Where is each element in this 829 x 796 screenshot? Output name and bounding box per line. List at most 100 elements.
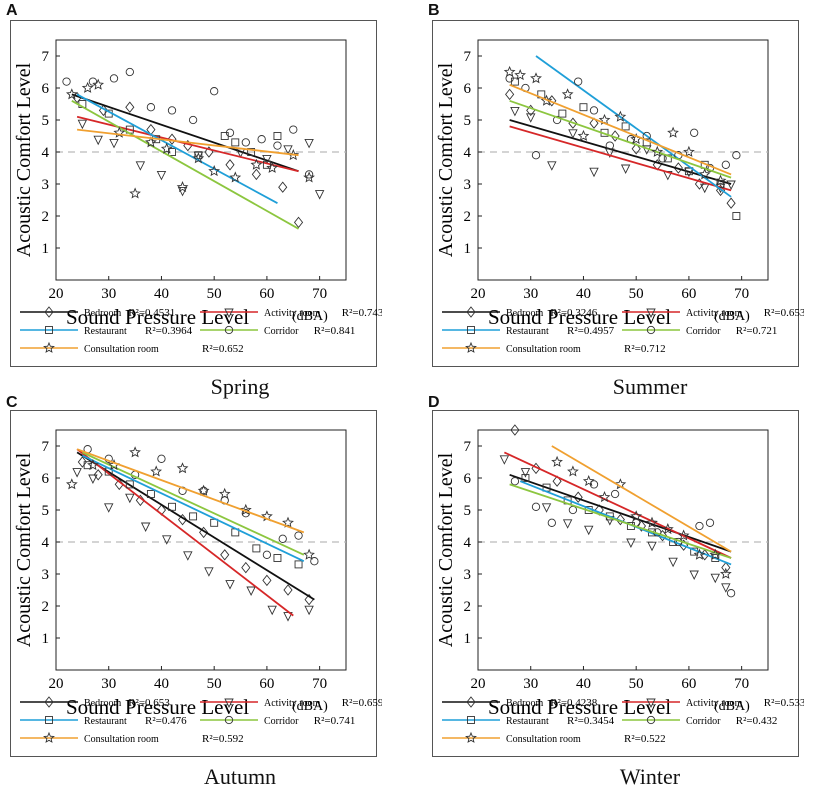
y-tick-label: 2 bbox=[464, 599, 472, 615]
data-point-consultation-room bbox=[81, 81, 94, 93]
legend-marker-consultation-room bbox=[43, 341, 55, 353]
data-point-corridor bbox=[278, 534, 287, 543]
data-point-activity-room bbox=[647, 541, 657, 552]
data-point-activity-room bbox=[668, 557, 678, 568]
data-point-restaurant bbox=[231, 138, 240, 147]
y-tick-label: 2 bbox=[464, 209, 472, 225]
fit-line-activity-room bbox=[76, 448, 294, 617]
data-point-consultation-room bbox=[577, 129, 590, 141]
legend-marker-consultation-room bbox=[43, 731, 55, 743]
data-point-bedroom bbox=[77, 456, 87, 468]
panel-letter-b: B bbox=[428, 2, 440, 19]
legend-label-activity-room: Activity room bbox=[686, 698, 743, 709]
chart-summer: 1 2 3 4 5 6 7 20 30 40 50 60 70 Acoustic Comfort Leve… bbox=[432, 20, 804, 367]
legend-r2-restaurant: R²=0.3454 bbox=[567, 715, 615, 727]
data-point-activity-room bbox=[140, 522, 151, 533]
data-point-consultation-room bbox=[65, 478, 78, 490]
fit-line-corridor bbox=[509, 99, 732, 179]
data-point-consultation-room bbox=[192, 152, 205, 164]
x-tick-label: 20 bbox=[49, 286, 64, 302]
legend-r2-bedroom: R²=0.3246 bbox=[550, 307, 598, 319]
data-point-bedroom bbox=[510, 424, 520, 436]
legend-label-corridor: Corridor bbox=[686, 326, 721, 337]
y-tick-label: 3 bbox=[464, 567, 472, 583]
y-tick-label: 4 bbox=[464, 145, 472, 161]
fit-line-restaurant bbox=[535, 55, 732, 198]
x-tick-label: 60 bbox=[259, 286, 274, 302]
data-point-bedroom bbox=[589, 117, 599, 129]
y-tick-label: 3 bbox=[464, 177, 472, 193]
x-axis-label: Sound Pressure Level bbox=[488, 695, 671, 719]
data-point-activity-room bbox=[88, 474, 98, 485]
x-tick-label: 20 bbox=[471, 676, 486, 692]
x-tick-label: 30 bbox=[101, 286, 116, 302]
data-point-bedroom bbox=[293, 216, 304, 229]
data-point-consultation-room bbox=[514, 69, 527, 81]
data-point-consultation-room bbox=[630, 510, 643, 522]
legend-r2-restaurant: R²=0.476 bbox=[145, 715, 187, 727]
data-point-corridor bbox=[294, 531, 303, 540]
y-tick-label: 7 bbox=[464, 49, 472, 65]
legend-label-bedroom: Bedroom bbox=[84, 308, 121, 319]
data-point-activity-room bbox=[183, 551, 193, 561]
data-point-consultation-room bbox=[303, 548, 315, 560]
data-point-corridor bbox=[199, 486, 208, 495]
legend: Bedroom R²=0.4531 Activity room R²=0.743 Res… bbox=[20, 306, 382, 355]
legend-r2-bedroom: R²=0.653 bbox=[128, 697, 170, 709]
chart-frame bbox=[10, 410, 377, 757]
legend-r2-activity-room: R²=0.659 bbox=[342, 697, 382, 709]
legend-r2-corridor: R²=0.432 bbox=[736, 715, 778, 727]
x-tick-label: 50 bbox=[629, 286, 644, 302]
y-tick-label: 1 bbox=[42, 631, 50, 647]
data-point-activity-room bbox=[314, 190, 325, 200]
y-tick-label: 7 bbox=[464, 439, 472, 455]
data-point-activity-room bbox=[626, 538, 636, 549]
data-point-corridor bbox=[273, 141, 282, 150]
legend-label-consultation-room: Consultation room bbox=[84, 734, 159, 745]
legend-r2-restaurant: R²=0.3964 bbox=[145, 325, 193, 337]
data-point-activity-room bbox=[204, 567, 214, 577]
data-point-activity-room bbox=[72, 468, 82, 478]
data-point-bedroom bbox=[278, 181, 288, 193]
data-point-activity-room bbox=[246, 586, 256, 597]
data-point-activity-room bbox=[525, 113, 536, 123]
panel-letter-c: C bbox=[6, 394, 18, 411]
series-activity-room bbox=[499, 451, 732, 593]
data-point-corridor bbox=[304, 170, 314, 179]
data-point-activity-room bbox=[262, 154, 272, 165]
season-caption-spring: Spring bbox=[210, 374, 270, 399]
legend-marker-corridor bbox=[224, 715, 234, 725]
data-point-bedroom bbox=[615, 513, 625, 526]
data-point-activity-room bbox=[520, 468, 531, 478]
data-point-bedroom bbox=[93, 469, 103, 481]
data-point-corridor bbox=[695, 521, 704, 531]
data-point-corridor bbox=[726, 589, 736, 598]
data-point-restaurant bbox=[273, 554, 282, 562]
data-point-corridor bbox=[62, 77, 71, 86]
data-point-activity-room bbox=[161, 535, 172, 545]
legend-marker-bedroom bbox=[466, 306, 476, 318]
data-point-activity-room bbox=[109, 138, 119, 149]
y-tick-label: 5 bbox=[42, 113, 50, 129]
legend-label-activity-room: Activity room bbox=[264, 698, 321, 709]
data-point-consultation-room bbox=[160, 142, 173, 154]
x-axis-label: Sound Pressure Level bbox=[488, 305, 671, 329]
fit-line-bedroom bbox=[71, 93, 299, 173]
data-point-corridor bbox=[210, 87, 219, 96]
data-point-corridor bbox=[289, 125, 298, 134]
data-point-consultation-room bbox=[218, 487, 231, 499]
data-point-bedroom bbox=[631, 143, 641, 155]
data-point-consultation-room bbox=[303, 171, 315, 183]
data-point-corridor bbox=[531, 502, 541, 511]
data-point-activity-room bbox=[267, 605, 277, 616]
data-point-corridor bbox=[510, 477, 520, 486]
season-caption-autumn: Autumn bbox=[203, 764, 277, 789]
x-axis-unit: (dBA) bbox=[714, 309, 750, 324]
y-tick-label: 6 bbox=[464, 81, 472, 97]
data-point-restaurant bbox=[83, 461, 92, 470]
y-tick-label: 7 bbox=[42, 439, 50, 455]
y-axis-label: Acoustic Comfort Level bbox=[13, 452, 35, 647]
chart-frame bbox=[10, 20, 377, 367]
data-point-consultation-room bbox=[65, 88, 78, 100]
data-point-activity-room bbox=[726, 180, 736, 191]
